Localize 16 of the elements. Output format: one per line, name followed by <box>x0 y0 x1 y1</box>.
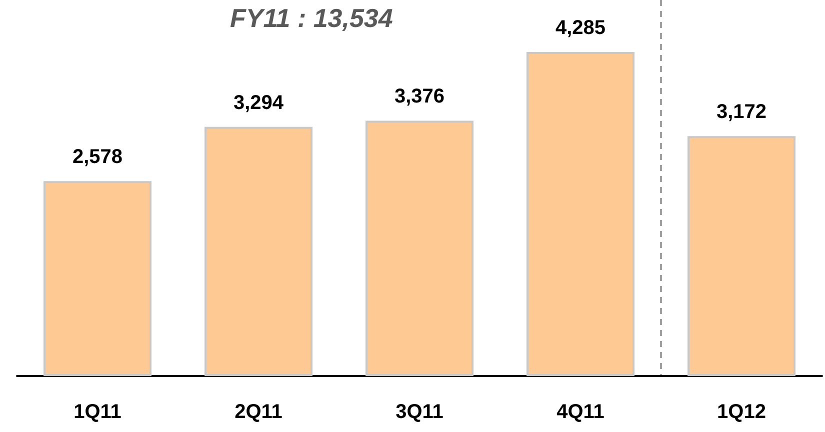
bar <box>204 126 312 376</box>
data-label: 3,376 <box>394 86 445 108</box>
data-label: 3,172 <box>716 101 767 124</box>
x-tick-label: 2Q11 <box>234 401 282 423</box>
data-label: 4,285 <box>555 17 606 39</box>
x-tick-label: 1Q11 <box>74 401 122 423</box>
x-tick-label: 3Q11 <box>396 401 444 423</box>
data-label: 2,578 <box>72 146 123 168</box>
bar <box>688 136 796 376</box>
bar <box>526 52 634 376</box>
x-tick-label: 4Q11 <box>556 401 604 423</box>
x-tick-label: 1Q12 <box>717 401 766 423</box>
data-label: 3,294 <box>233 92 284 114</box>
bar <box>44 181 152 376</box>
chart-title: FY11 : 13,534 <box>230 3 394 33</box>
bar <box>366 120 474 376</box>
